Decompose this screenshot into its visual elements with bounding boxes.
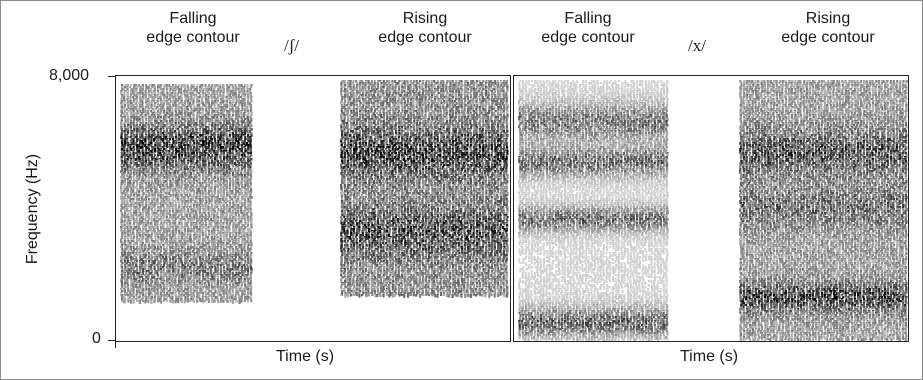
y-tick-bottom: 0 xyxy=(92,330,101,348)
panel2-phoneme: /x/ xyxy=(688,36,706,56)
y-tick-top: 8,000 xyxy=(49,67,89,85)
panel1-rising-label: Rising edge contour xyxy=(360,9,490,47)
x-axis-label-1: Time (s) xyxy=(276,348,334,366)
spectrogram-panel-x xyxy=(513,75,909,342)
panel2-rising-label: Rising edge contour xyxy=(763,9,893,47)
x-tick-mark xyxy=(115,340,116,348)
spectrogram-sh xyxy=(120,80,509,305)
panel1-falling-label: Falling edge contour xyxy=(128,9,258,47)
y-tick-mark-bottom xyxy=(108,340,116,341)
x-axis-label-2: Time (s) xyxy=(680,348,738,366)
y-axis-label: Frequency (Hz) xyxy=(24,149,42,269)
spectrogram-x xyxy=(518,80,908,341)
y-tick-mark-top xyxy=(108,76,116,77)
panel2-falling-label: Falling edge contour xyxy=(523,9,653,47)
panel1-phoneme: /ʃ/ xyxy=(284,36,299,56)
spectrogram-panel-sh xyxy=(115,75,511,342)
